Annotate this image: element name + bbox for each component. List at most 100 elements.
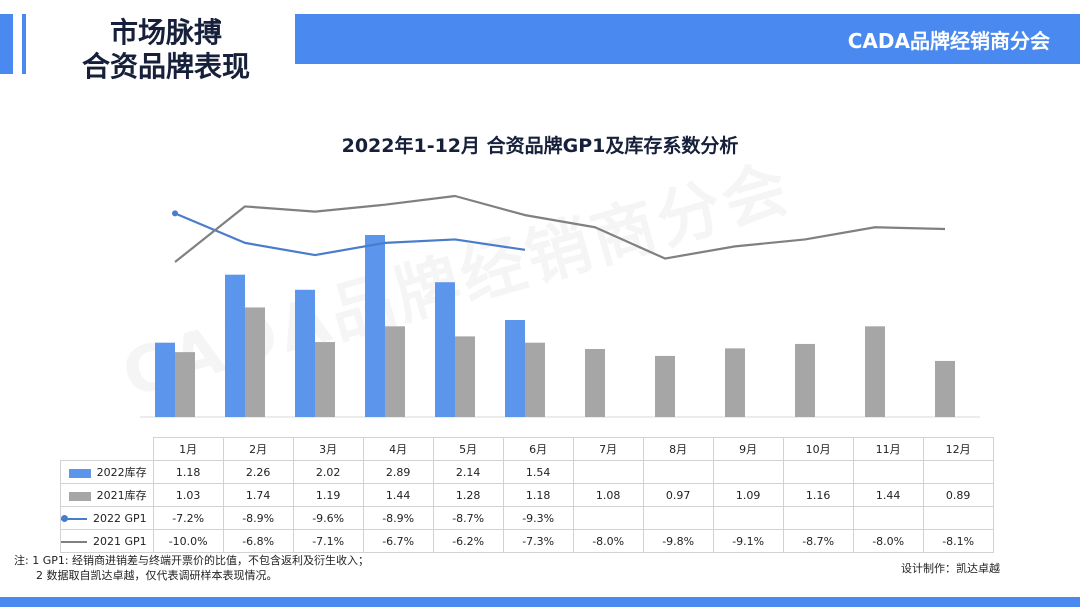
data-label-2021库存-2月: 1.74 [222, 483, 294, 507]
data-label-2022 GP1-4月: -8.9% [362, 506, 434, 530]
data-label-2022 GP1-1月: -7.2% [152, 506, 224, 530]
data-label-2021 GP1-4月: -6.7% [362, 529, 434, 553]
data-label-2022库存-11月 [852, 460, 924, 484]
data-label-2021库存-9月: 1.09 [712, 483, 784, 507]
page-title: 市场脉搏 合资品牌表现 [36, 16, 296, 84]
tick-label-12月: 12月 [922, 437, 994, 461]
legend-label: 2021库存 [96, 489, 147, 502]
table-row: 2022库存 1.18 2.26 2.02 2.89 2.14 1.54 [60, 460, 994, 484]
data-label-2021 GP1-12月: -8.1% [922, 529, 994, 553]
legend-label: 2022 GP1 [93, 511, 147, 525]
data-label-2022 GP1-8月 [642, 506, 714, 530]
line-2022 GP1 [174, 212, 526, 257]
bar-2021库存-10月 [795, 343, 815, 417]
bar-2021库存-11月 [865, 326, 885, 417]
page-title-line1: 市场脉搏 [109, 16, 222, 49]
chart-plot [140, 194, 980, 418]
data-label-2022库存-5月: 2.14 [432, 460, 504, 484]
data-label-2022 GP1-9月 [712, 506, 784, 530]
org-name: CADA品牌经销商分会 [847, 29, 1050, 53]
legend-label: 2021 GP1 [93, 534, 147, 548]
data-label-2021 GP1-3月: -7.1% [292, 529, 364, 553]
bar-2021库存-7月 [585, 348, 605, 417]
data-label-2021 GP1-6月: -7.3% [502, 529, 574, 553]
data-label-2021 GP1-10月: -8.7% [782, 529, 854, 553]
data-label-2022 GP1-11月 [852, 506, 924, 530]
bar-2022库存-4月 [365, 235, 385, 417]
data-label-2022库存-7月 [572, 460, 644, 484]
data-label-2021库存-6月: 1.18 [502, 483, 574, 507]
bar-2021库存-2月 [245, 307, 265, 417]
tick-label-5月: 5月 [432, 437, 504, 461]
legend-key [68, 468, 91, 478]
bar-2022库存-5月 [435, 282, 455, 417]
data-label-2021 GP1-1月: -10.0% [152, 529, 224, 553]
tick-label-7月: 7月 [572, 437, 644, 461]
data-label-2021 GP1-11月: -8.0% [852, 529, 924, 553]
data-label-2022库存-3月: 2.02 [292, 460, 364, 484]
data-label-2022库存-8月 [642, 460, 714, 484]
data-label-2022库存-4月: 2.89 [362, 460, 434, 484]
footnote-line1: 注: 1 GP1: 经销商进销差与终端开票价的比值，不包含返利及衍生收入； [14, 554, 370, 567]
data-label-2022库存-9月 [712, 460, 784, 484]
bar-2022库存-1月 [155, 342, 175, 417]
data-label-2021库存-10月: 1.16 [782, 483, 854, 507]
header-band: CADA品牌经销商分会 [295, 14, 1080, 64]
tick-label-2月: 2月 [222, 437, 294, 461]
tick-label-8月: 8月 [642, 437, 714, 461]
table-row: 2021库存 1.03 1.74 1.19 1.44 1.28 1.18 1.08 0.97 1.… [60, 483, 994, 507]
data-label-2021 GP1-8月: -9.8% [642, 529, 714, 553]
bar-2021库存-8月 [655, 355, 675, 417]
data-label-2021库存-8月: 0.97 [642, 483, 714, 507]
footer-band [0, 597, 1080, 607]
legend-key [61, 540, 87, 543]
data-label-2022 GP1-3月: -9.6% [292, 506, 364, 530]
data-label-2021库存-7月: 1.08 [572, 483, 644, 507]
data-label-2021 GP1-9月: -9.1% [712, 529, 784, 553]
bar-2022库存-6月 [505, 320, 525, 417]
data-label-2022库存-6月: 1.54 [502, 460, 574, 484]
data-label-2022 GP1-7月 [572, 506, 644, 530]
data-label-2021 GP1-7月: -8.0% [572, 529, 644, 553]
legend-key [68, 491, 91, 501]
bar-2021库存-1月 [175, 352, 195, 417]
tick-label-1月: 1月 [152, 437, 224, 461]
data-label-2021库存-11月: 1.44 [852, 483, 924, 507]
tick-label-3月: 3月 [292, 437, 364, 461]
data-table: 1月 2月 3月 4月 5月 6月 7月 8月 9月 10月 11月 12月 2022库存 1.18 2.2… [60, 437, 994, 553]
table-corner [60, 437, 154, 461]
legend-entry: 2021 GP1 [60, 529, 154, 553]
page-title-line2: 合资品牌表现 [81, 50, 250, 83]
data-label-2022库存-10月 [782, 460, 854, 484]
legend-entry: 2022 GP1 [60, 506, 154, 530]
bar-2021库存-6月 [525, 342, 545, 417]
data-label-2021 GP1-2月: -6.8% [222, 529, 294, 553]
tick-label-4月: 4月 [362, 437, 434, 461]
legend-entry: 2022库存 [60, 460, 154, 484]
point-2022 GP1-1月 [172, 210, 178, 217]
data-label-2022库存-1月: 1.18 [152, 460, 224, 484]
legend-entry: 2021库存 [60, 483, 154, 507]
footnote-line2: 2 数据取自凯达卓越，仅代表调研样本表现情况。 [36, 569, 278, 582]
footnote: 注: 1 GP1: 经销商进销差与终端开票价的比值，不包含返利及衍生收入； 2 … [14, 553, 369, 583]
table-row: 2022 GP1 -7.2% -8.9% -9.6% -8.9% -8.7% -9.3% [60, 506, 994, 530]
chart-title: 2022年1-12月 合资品牌GP1及库存系数分析 [341, 135, 739, 157]
data-label-2022库存-12月 [922, 460, 994, 484]
data-label-2022 GP1-5月: -8.7% [432, 506, 504, 530]
data-label-2021 GP1-5月: -6.2% [432, 529, 504, 553]
data-label-2022库存-2月: 2.26 [222, 460, 294, 484]
data-label-2021库存-4月: 1.44 [362, 483, 434, 507]
data-label-2021库存-12月: 0.89 [922, 483, 994, 507]
bar-2021库存-4月 [385, 326, 405, 417]
bar-2022库存-2月 [225, 274, 245, 417]
data-label-2021库存-5月: 1.28 [432, 483, 504, 507]
line-2021 GP1 [174, 194, 946, 263]
data-label-2021库存-3月: 1.19 [292, 483, 364, 507]
data-label-2021库存-1月: 1.03 [152, 483, 224, 507]
bar-2022库存-3月 [295, 289, 315, 417]
tick-label-11月: 11月 [852, 437, 924, 461]
tick-label-6月: 6月 [502, 437, 574, 461]
bar-2021库存-3月 [315, 342, 335, 417]
legend-label: 2022库存 [96, 466, 147, 479]
credit: 设计制作：凯达卓越 [901, 562, 1000, 575]
